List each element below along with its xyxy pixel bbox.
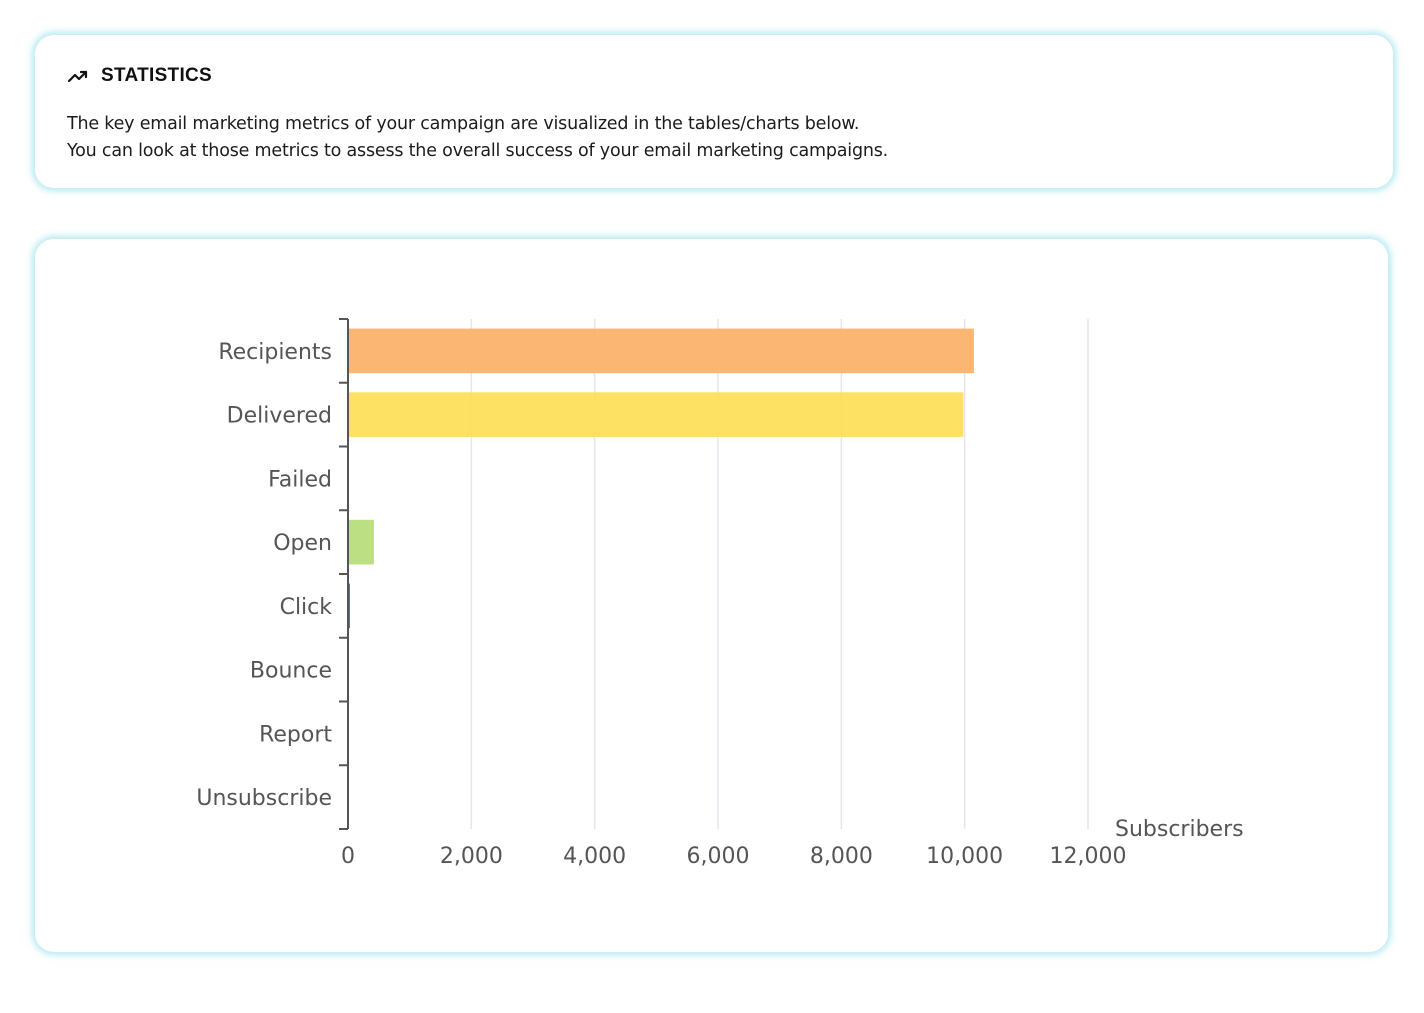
category-label-recipients: Recipients xyxy=(218,340,332,365)
bar-open xyxy=(348,519,374,565)
statistics-card: STATISTICS The key email marketing metri… xyxy=(34,34,1394,189)
category-label-open: Open xyxy=(273,531,332,556)
trending-up-icon xyxy=(67,70,88,83)
x-tick-label: 4,000 xyxy=(563,844,626,869)
description-line-2: You can look at those metrics to assess … xyxy=(67,141,889,161)
category-label-click: Click xyxy=(280,595,333,620)
statistics-description: The key email marketing metrics of your … xyxy=(67,111,888,165)
bar-recipients xyxy=(348,328,974,374)
x-tick-label: 6,000 xyxy=(687,844,750,869)
statistics-title: STATISTICS xyxy=(101,65,213,86)
x-axis-title: Subscribers xyxy=(1115,817,1244,842)
subscribers-bar-chart: 0 2,000 4,000 6,000 8,000 10,000 12,000 Recipie… xyxy=(196,318,1244,869)
x-tick-label: 0 xyxy=(341,844,355,869)
category-label-report: Report xyxy=(259,722,332,747)
category-label-delivered: Delivered xyxy=(227,404,332,429)
x-tick-label: 12,000 xyxy=(1050,844,1127,869)
description-line-1: The key email marketing metrics of your … xyxy=(67,114,860,134)
axes xyxy=(339,318,349,830)
x-tick-label: 10,000 xyxy=(926,844,1003,869)
x-tick-label: 8,000 xyxy=(810,844,873,869)
bars xyxy=(348,328,974,629)
chart-card: 0 2,000 4,000 6,000 8,000 10,000 12,000 Recipie… xyxy=(34,238,1389,953)
labels: 0 2,000 4,000 6,000 8,000 10,000 12,000 Recipie… xyxy=(196,340,1126,869)
category-label-failed: Failed xyxy=(268,467,332,492)
statistics-header: STATISTICS xyxy=(67,65,212,87)
x-tick-label: 2,000 xyxy=(440,844,503,869)
category-label-bounce: Bounce xyxy=(250,659,332,684)
category-label-unsubscribe: Unsubscribe xyxy=(196,786,332,811)
bar-delivered xyxy=(348,392,964,437)
